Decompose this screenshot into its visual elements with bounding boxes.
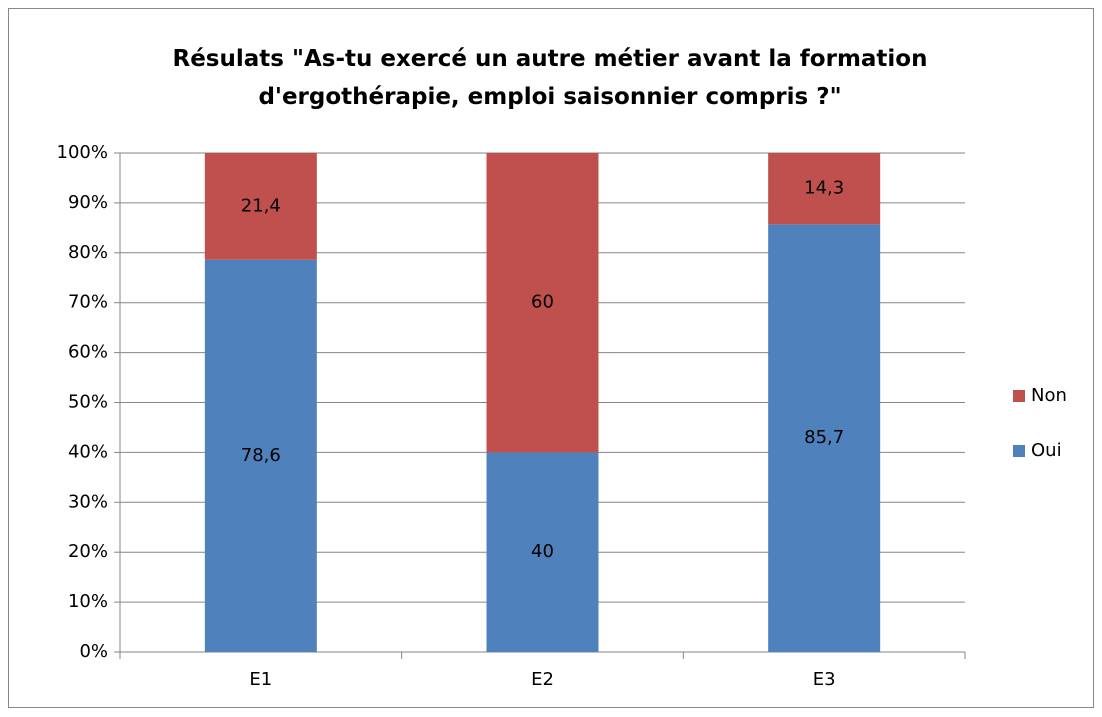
data-label: 60 [531, 292, 554, 313]
bar-segment [768, 224, 881, 652]
x-tick-label: E1 [249, 669, 272, 690]
legend-label: Oui [1031, 440, 1062, 461]
legend-label: Non [1031, 385, 1067, 406]
chart-frame [8, 8, 1094, 708]
y-tick-label: 20% [68, 541, 108, 562]
bar-segment [768, 153, 881, 225]
x-tick-label: E3 [813, 669, 836, 690]
y-tick-label: 80% [68, 242, 108, 263]
data-label: 40 [531, 541, 554, 562]
data-label: 21,4 [241, 195, 281, 216]
chart-title: Résulats "As-tu exercé un autre métier a… [172, 46, 928, 110]
y-tick-label: 40% [68, 441, 108, 462]
bar-segment [204, 259, 317, 652]
legend-swatch [1013, 390, 1025, 402]
bar-segment [204, 153, 317, 260]
y-tick-label: 90% [68, 192, 108, 213]
data-label: 85,7 [804, 427, 844, 448]
y-tick-label: 100% [57, 142, 108, 163]
y-tick-label: 10% [68, 591, 108, 612]
data-label: 14,3 [804, 178, 844, 199]
y-tick-label: 30% [68, 491, 108, 512]
legend-swatch [1013, 445, 1025, 457]
bar-segment [486, 153, 599, 453]
y-tick-label: 70% [68, 292, 108, 313]
y-tick-label: 0% [79, 641, 108, 662]
y-tick-label: 50% [68, 392, 108, 413]
x-tick-label: E2 [531, 669, 554, 690]
y-tick-label: 60% [68, 342, 108, 363]
bar-segment [486, 452, 599, 652]
data-label: 78,6 [241, 445, 281, 466]
